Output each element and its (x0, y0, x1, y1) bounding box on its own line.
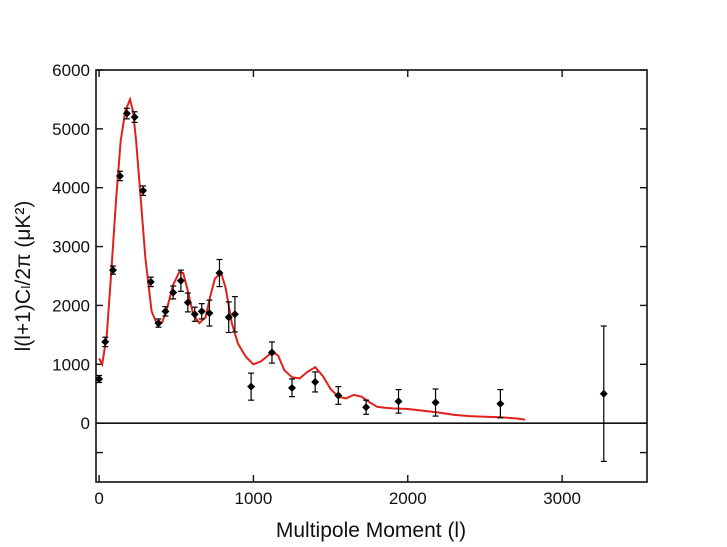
data-point (599, 325, 608, 462)
data-point (431, 388, 440, 417)
data-point (496, 388, 505, 419)
data-marker (176, 276, 185, 285)
data-marker (154, 319, 163, 328)
data-marker (599, 389, 608, 398)
data-marker (215, 269, 224, 278)
data-point (130, 111, 139, 123)
data-point (101, 336, 110, 348)
data-point (247, 372, 256, 401)
data-point (169, 285, 178, 300)
data-marker (190, 310, 199, 319)
data-point (205, 299, 214, 327)
data-point (267, 341, 276, 364)
data-marker (311, 377, 320, 386)
x-tick-label: 0 (94, 489, 103, 508)
data-marker (139, 186, 148, 195)
data-marker (161, 307, 170, 316)
data-point (224, 301, 233, 334)
data-point (197, 303, 206, 320)
data-point (122, 107, 131, 120)
data-point (154, 318, 163, 328)
data-point (215, 258, 224, 288)
plot-frame (95, 69, 648, 483)
data-marker (288, 383, 297, 392)
y-tick-label: 2000 (52, 296, 90, 315)
data-point (176, 269, 185, 292)
data-marker (205, 309, 214, 318)
data-point (161, 306, 170, 317)
data-marker (267, 348, 276, 357)
data-point (108, 265, 117, 275)
data-point (115, 170, 124, 182)
data-points (95, 107, 608, 462)
data-point (288, 378, 297, 398)
data-marker (394, 397, 403, 406)
data-point (95, 374, 104, 384)
y-tick-label: 5000 (52, 120, 90, 139)
data-marker (362, 403, 371, 412)
data-marker (197, 307, 206, 316)
data-marker (122, 109, 131, 118)
y-tick-label: 1000 (52, 355, 90, 374)
data-marker (247, 382, 256, 391)
data-point (311, 371, 320, 393)
y-tick-label: 6000 (52, 61, 90, 80)
data-marker (334, 391, 343, 400)
data-marker (130, 113, 139, 122)
data-marker (146, 277, 155, 286)
y-tick-label: 3000 (52, 238, 90, 257)
y-axis-ticks: 0 1000 2000 3000 4000 5000 6000 (52, 61, 647, 454)
data-marker (95, 375, 104, 383)
data-point (394, 388, 403, 414)
data-point (362, 399, 371, 415)
data-point (146, 276, 155, 288)
model-line (98, 96, 526, 421)
data-point (190, 306, 199, 322)
data-point (230, 296, 239, 333)
data-marker (224, 313, 233, 322)
data-marker (169, 288, 178, 297)
data-marker (230, 310, 239, 319)
x-axis-ticks: 0 1000 2000 3000 (94, 70, 581, 508)
x-tick-label: 3000 (543, 489, 581, 508)
data-point (183, 292, 192, 313)
data-marker (101, 337, 110, 346)
y-tick-label: 0 (81, 414, 90, 433)
x-tick-label: 2000 (389, 489, 427, 508)
y-tick-label: 4000 (52, 179, 90, 198)
x-tick-label: 1000 (235, 489, 273, 508)
data-marker (183, 298, 192, 307)
y-axis-title: l(l+1)Cₗ/2π (μK²) (12, 201, 35, 352)
data-marker (431, 398, 440, 407)
x-axis-title: Multipole Moment (l) (276, 519, 466, 542)
data-point (139, 185, 148, 196)
data-point (334, 386, 343, 405)
data-marker (496, 399, 505, 408)
data-marker (108, 266, 117, 275)
data-marker (115, 171, 124, 180)
